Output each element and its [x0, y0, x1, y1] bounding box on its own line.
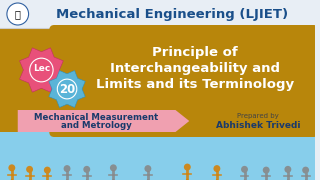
Text: Limits and its Terminology: Limits and its Terminology	[96, 78, 294, 91]
Circle shape	[64, 165, 70, 172]
Circle shape	[284, 166, 291, 173]
Text: and Metrology: and Metrology	[61, 122, 132, 130]
Text: Mechanical Engineering (LJIET): Mechanical Engineering (LJIET)	[56, 8, 289, 21]
Circle shape	[144, 165, 151, 172]
Circle shape	[213, 165, 220, 172]
Circle shape	[26, 166, 33, 173]
FancyBboxPatch shape	[49, 25, 318, 137]
FancyBboxPatch shape	[0, 0, 316, 28]
Polygon shape	[18, 110, 189, 132]
Text: 🛡: 🛡	[15, 9, 21, 19]
Circle shape	[57, 79, 77, 99]
Circle shape	[30, 58, 53, 82]
FancyBboxPatch shape	[0, 28, 316, 134]
Circle shape	[302, 167, 309, 174]
Circle shape	[241, 166, 248, 173]
Circle shape	[110, 164, 117, 171]
Text: Mechanical Measurement: Mechanical Measurement	[35, 112, 159, 122]
Text: Interchangeability and: Interchangeability and	[110, 62, 280, 75]
Text: Abhishek Trivedi: Abhishek Trivedi	[216, 120, 300, 129]
Circle shape	[184, 164, 191, 171]
Circle shape	[83, 166, 90, 173]
Polygon shape	[49, 71, 85, 107]
Circle shape	[8, 164, 15, 171]
Text: 20: 20	[59, 82, 75, 96]
Text: Prepared by: Prepared by	[237, 113, 279, 119]
Text: Principle of: Principle of	[152, 46, 238, 58]
Text: Lec: Lec	[33, 64, 50, 73]
Circle shape	[7, 3, 28, 25]
Circle shape	[44, 167, 51, 174]
FancyBboxPatch shape	[0, 132, 316, 180]
Circle shape	[263, 167, 270, 174]
Polygon shape	[20, 48, 63, 92]
